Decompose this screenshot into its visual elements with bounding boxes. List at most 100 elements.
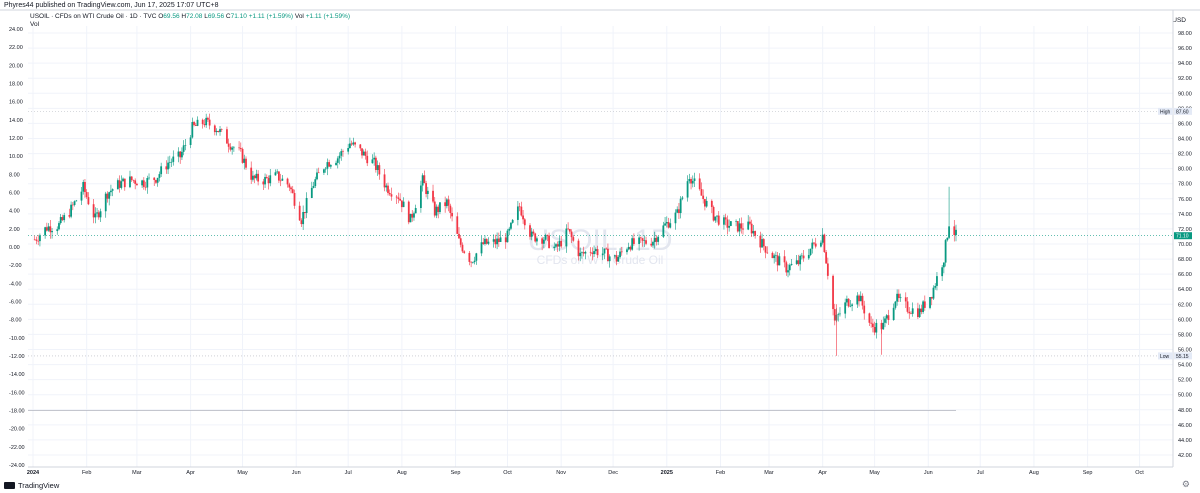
candle-body xyxy=(596,249,599,256)
candle-body xyxy=(729,221,732,226)
candle-body xyxy=(544,235,547,240)
candle-body xyxy=(94,213,97,218)
candle-body xyxy=(123,178,126,188)
right-axis-tick-label: 76.00 xyxy=(1178,197,1192,203)
candle-body xyxy=(833,309,836,321)
candle-body xyxy=(693,178,696,181)
candle-body xyxy=(749,221,751,224)
candle-body xyxy=(679,198,682,214)
candle-body xyxy=(572,237,575,241)
candle-body xyxy=(735,221,737,222)
candle-body xyxy=(542,239,545,244)
candle-body xyxy=(704,199,706,207)
candle-body xyxy=(340,151,343,156)
legend-title: USOIL · CFDs on WTI Crude Oil · 1D · TVC xyxy=(30,13,157,20)
volume-legend[interactable]: Vol xyxy=(30,21,40,28)
candle-body xyxy=(579,252,582,257)
tradingview-logo[interactable]: TradingView xyxy=(4,481,59,490)
candle-body xyxy=(922,301,924,313)
candle-body xyxy=(482,242,485,244)
left-axis-tick-label: -14.00 xyxy=(9,372,25,378)
symbol-legend[interactable]: USOIL · CFDs on WTI Crude Oil · 1D · TVC… xyxy=(30,13,350,20)
candle-body xyxy=(400,200,403,208)
candle-body xyxy=(201,119,204,125)
time-axis-tick-label: Jun xyxy=(292,470,301,476)
left-axis-tick-label: -10.00 xyxy=(9,336,25,342)
candle-body xyxy=(908,311,911,314)
candle-body xyxy=(104,193,107,212)
candle-body xyxy=(494,239,497,245)
candle-body xyxy=(142,180,145,187)
settings-gear-icon[interactable]: ⚙ xyxy=(1181,479,1190,489)
candle-body xyxy=(700,189,703,196)
candle-body xyxy=(534,233,537,242)
candle-body xyxy=(99,211,102,218)
candle-body xyxy=(691,180,694,184)
candle-body xyxy=(788,265,791,271)
candle-body xyxy=(388,192,391,195)
candle-body xyxy=(904,297,907,302)
left-axis-tick-label: -18.00 xyxy=(9,409,25,415)
low-badge-value: 55.15 xyxy=(1176,354,1189,360)
candle-body xyxy=(839,313,841,315)
time-axis-tick-label: Sep xyxy=(451,470,461,476)
left-axis: -24.00 -22.00 -20.00 -18.00 -16.00 -14.00 -12.… xyxy=(9,27,25,469)
candle-body xyxy=(314,179,317,187)
last-price-badge-value-bg xyxy=(1174,232,1192,240)
candle-body xyxy=(894,301,897,308)
candle-body xyxy=(875,322,878,333)
candle-body xyxy=(205,117,208,126)
candle-body xyxy=(665,221,668,224)
candle-body xyxy=(570,231,573,238)
candle-body xyxy=(773,255,776,259)
candle-body xyxy=(208,119,211,126)
candle-body xyxy=(705,200,708,207)
candle-body xyxy=(232,147,235,149)
candle-body xyxy=(946,237,949,241)
candle-body xyxy=(300,220,303,225)
candle-body xyxy=(884,318,886,323)
candle-body xyxy=(657,236,660,242)
candle-body xyxy=(807,254,810,259)
candle-body xyxy=(953,226,956,235)
candle-body xyxy=(849,305,852,307)
candle-body xyxy=(63,215,66,221)
candle-body xyxy=(882,322,885,330)
candle-body xyxy=(181,151,183,158)
right-axis-tick-label: 74.00 xyxy=(1178,212,1192,218)
high-badge-value: 87.60 xyxy=(1176,109,1189,115)
candle-body xyxy=(97,212,100,218)
high-badge-value-bg xyxy=(1174,107,1192,115)
candle-body xyxy=(179,151,182,158)
candle-body xyxy=(620,251,623,253)
candle-body xyxy=(558,240,561,247)
candle-body xyxy=(352,142,355,145)
candle-body xyxy=(220,129,223,130)
candle-body xyxy=(750,223,753,234)
candle-body xyxy=(846,298,848,303)
candle-body xyxy=(425,183,427,194)
candle-body xyxy=(530,231,533,237)
candle-body xyxy=(108,192,111,199)
candle-body xyxy=(182,145,185,152)
left-axis-tick-label: -2.00 xyxy=(9,263,22,269)
candle-body xyxy=(754,231,757,236)
grid-lines xyxy=(0,9,1200,468)
candle-body xyxy=(70,204,72,217)
candle-body xyxy=(643,240,646,241)
candle-body xyxy=(906,301,909,312)
currency-label[interactable]: USD xyxy=(1172,17,1186,24)
time-axis-tick-label: May xyxy=(869,470,880,476)
candle-body xyxy=(553,246,556,249)
candle-body xyxy=(870,322,873,324)
candle-body xyxy=(723,217,725,225)
left-axis-tick-label: 6.00 xyxy=(9,191,20,197)
left-axis-tick-label: -4.00 xyxy=(9,281,22,287)
candle-body xyxy=(286,178,289,185)
candle-body xyxy=(376,165,379,170)
right-axis-tick-label: 42.00 xyxy=(1178,453,1192,459)
candle-body xyxy=(122,178,124,182)
candle-body xyxy=(832,275,834,310)
candle-body xyxy=(470,261,473,263)
